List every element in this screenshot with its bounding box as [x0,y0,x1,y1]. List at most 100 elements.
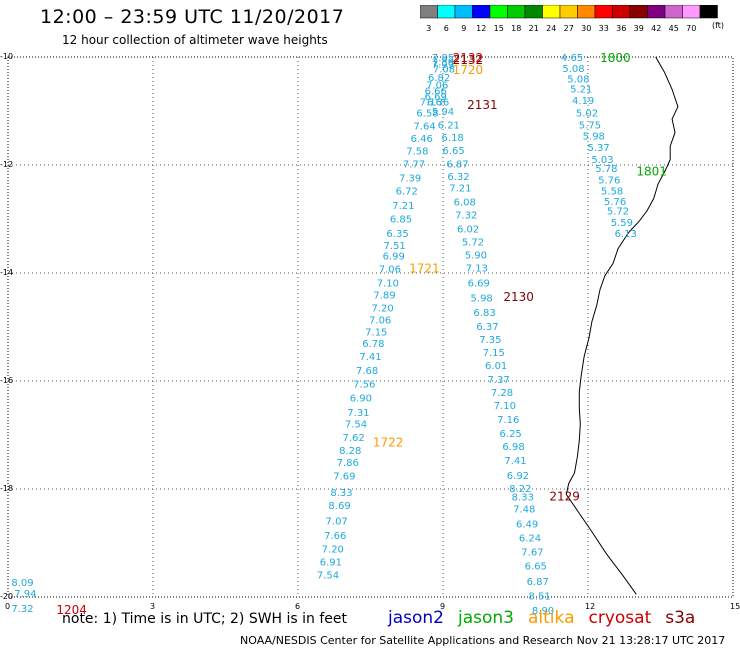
wave-height-value: 6.66 [425,86,447,97]
satellite-legend: jason2 jason3 altika cryosat s3a [388,608,709,628]
wave-height-value: 7.68 [356,366,378,377]
colorbar-label: 42 [651,24,661,33]
legend-jason3: jason3 [458,608,514,628]
wave-height-value: 5.37 [588,143,610,154]
wave-height-value: 6.87 [446,159,468,170]
lat-tick-label: -12 [0,160,14,169]
lon-tick-label: 6 [295,602,301,611]
wave-height-value: 8.90 [532,606,554,617]
lat-tick-label: -10 [0,52,14,61]
colorbar-legend: 3 6 9 12 15 18 21 24 27 30 33 36 39 42 45 70 [420,5,718,33]
wave-height-value: 7.85 [432,53,454,64]
wave-height-value: 5.02 [576,109,598,120]
wave-height-value: 6.99 [383,252,405,263]
wave-height-value: 6.72 [396,186,418,197]
wave-height-value: 7.15 [365,327,387,338]
wave-height-value: 7.16 [497,415,519,426]
wave-height-value: 6.35 [386,229,408,240]
colorbar-label: 27 [564,24,574,33]
wave-height-value: 5.94 [432,107,454,118]
wave-height-value: 8.69 [328,501,350,512]
pass-time-label: 1722 [373,435,404,449]
wave-height-value: 5.75 [579,121,601,132]
lon-tick-label: 12 [585,602,596,611]
wave-height-value: 7.15 [483,348,505,359]
wave-height-value: 7.37 [487,375,509,386]
lat-tick-label: -14 [0,268,14,277]
colorbar-label: 36 [616,24,626,33]
page-subtitle: 12 hour collection of altimeter wave hei… [62,33,328,47]
wave-height-value: 5.78 [595,164,617,175]
wave-height-value: 6.91 [320,557,342,568]
lon-tick-label: 9 [440,602,446,611]
wave-height-value: 5.59 [611,218,633,229]
wave-height-value: 6.65 [525,562,547,573]
wave-height-value: 7.54 [317,570,339,581]
colorbar-label: 21 [529,24,539,33]
wave-height-value: 8.51 [529,591,551,602]
wave-height-value: 7.35 [479,335,501,346]
wave-height-value: 6.21 [438,121,460,132]
wave-height-value: 6.58 [416,109,438,120]
pass-time-label: 2130 [503,290,534,304]
pass-time-label: 1721 [409,262,440,276]
wave-height-value: 7.86 [337,458,359,469]
wave-height-value: 6.13 [615,229,637,240]
wave-height-value: 8.28 [339,446,361,457]
wave-height-value: 7.56 [353,380,375,391]
colorbar-label: 6 [444,24,449,33]
wave-height-value: 7.69 [333,472,355,483]
lon-tick-label: 15 [730,602,740,611]
wave-height-value: 6.25 [500,429,522,440]
wave-height-value: 7.54 [345,420,367,431]
colorbar-label: 39 [634,24,644,33]
colorbar-label: 70 [686,24,696,33]
wave-height-value: 7.41 [504,456,526,467]
lon-tick-label: 0 [5,602,11,611]
wave-height-value: 7.31 [347,408,369,419]
wave-height-value: 6.69 [468,279,490,290]
wave-height-value: 8.33 [512,493,534,504]
wave-height-value: 6.83 [473,308,495,319]
wave-height-value: 4.65 [561,53,583,64]
wave-height-value: 6.82 [428,73,450,84]
wave-height-value: 5.58 [601,186,623,197]
wave-height-value: 7.62 [342,433,364,444]
wave-height-value: 7.07 [326,516,348,527]
wave-height-value: 6.78 [362,339,384,350]
wave-height-value: 7.32 [455,211,477,222]
wave-height-value: 7.20 [371,304,393,315]
colorbar-label: 45 [669,24,679,33]
coastline [565,56,679,595]
colorbar-label: 9 [461,24,466,33]
pass-time-label: 2132 [453,51,484,65]
wave-height-value: 5.21 [570,84,592,95]
wave-height-value: 5.90 [465,251,487,262]
colorbar-unit: (ft) [712,21,725,30]
pass-time-label: 1800 [600,51,631,65]
wave-height-value: 7.99 [432,60,454,71]
wave-height-value: 6.85 [390,214,412,225]
wave-height-value: 6.32 [447,172,469,183]
wave-height-value: 5.76 [604,197,626,208]
wave-height-value: 6.46 [411,134,433,145]
wave-height-value: 7.67 [521,548,543,559]
wave-height-value: 7.28 [491,388,513,399]
pass-time-label: 2132 [453,53,484,67]
wave-height-value: 6.65 [443,146,465,157]
colorbar-label: 12 [476,24,486,33]
colorbar-label: 33 [599,24,609,33]
credit-line: NOAA/NESDIS Center for Satellite Applica… [240,634,726,647]
wave-height-value: 8.22 [509,484,531,495]
page-title: 12:00 – 23:59 UTC 11/20/2017 [40,6,345,28]
wave-height-value: 6.01 [485,361,507,372]
wave-height-value: 7.41 [359,352,381,363]
wave-height-value: 6.37 [476,322,498,333]
wave-height-value: 7.13 [466,264,488,275]
wave-height-value: 5.76 [598,176,620,187]
wave-height-value: 4.19 [572,96,594,107]
wave-height-value: 6.92 [507,471,529,482]
wave-height-value: 5.08 [567,75,589,86]
colorbar-label: 18 [511,24,521,33]
pass-time-label: 1801 [636,164,667,178]
